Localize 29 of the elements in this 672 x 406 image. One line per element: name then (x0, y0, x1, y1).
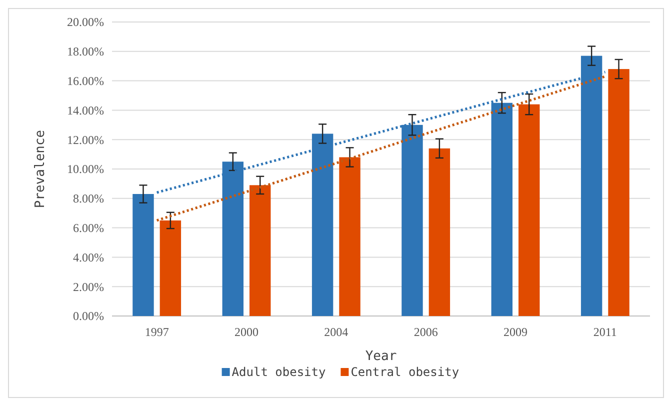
x-tick-label: 2011 (593, 325, 617, 339)
y-tick-label: 20.00% (67, 15, 104, 30)
y-tick-label: 0.00% (73, 309, 104, 324)
y-tick-label: 12.00% (67, 132, 104, 147)
x-tick-label: 1997 (144, 325, 169, 339)
legend-label: Adult obesity (232, 365, 326, 379)
x-tick-label: 2009 (504, 325, 528, 339)
bar (339, 157, 360, 316)
legend-label: Central obesity (350, 365, 460, 379)
x-tick-label: 2006 (414, 325, 438, 339)
line-series (156, 75, 606, 222)
y-tick-label: 10.00% (67, 162, 104, 176)
x-tick-label: 2000 (234, 325, 258, 339)
bar (250, 185, 271, 316)
bar (428, 148, 450, 316)
y-tick-label: 8.00% (73, 192, 104, 206)
x-axis-title: Year (365, 349, 397, 364)
y-tick-label: 14.00% (67, 103, 104, 118)
bar (132, 194, 154, 316)
y-tick-label: 16.00% (67, 74, 104, 88)
bar (160, 220, 182, 316)
y-tick-label: 2.00% (73, 280, 104, 294)
y-tick-label: 4.00% (73, 250, 104, 264)
bar (608, 69, 630, 316)
y-tick-label: 18.00% (67, 44, 104, 59)
bar (518, 104, 540, 316)
y-tick-label: 6.00% (73, 221, 104, 235)
y-axis-title: Prevalence (33, 130, 48, 208)
x-tick-label: 2004 (324, 325, 348, 339)
